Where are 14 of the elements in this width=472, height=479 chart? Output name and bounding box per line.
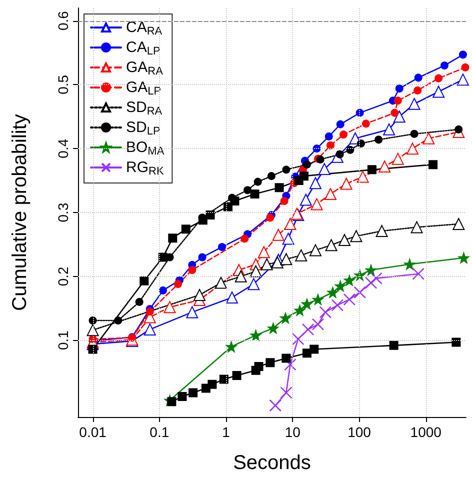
x-tick-label: 1000	[410, 424, 442, 440]
y-tick-label: 0.1	[55, 330, 71, 350]
x-tick-label: 100	[348, 424, 372, 440]
x-tick-label: 10	[284, 424, 301, 440]
y-tick-label: 0.6	[55, 10, 71, 31]
x-tick-label: 0.01	[79, 424, 107, 440]
x-tick-label: 1	[222, 424, 230, 440]
y-tick-label: 0.5	[55, 74, 71, 94]
x-axis-title: Seconds	[233, 452, 311, 474]
x-tick-label: 0.1	[150, 424, 170, 440]
y-tick-label: 0.3	[55, 202, 71, 222]
y-tick-label: 0.2	[55, 266, 71, 286]
y-tick-label: 0.4	[55, 138, 71, 158]
y-axis-title: Cumulative probability	[9, 114, 31, 311]
